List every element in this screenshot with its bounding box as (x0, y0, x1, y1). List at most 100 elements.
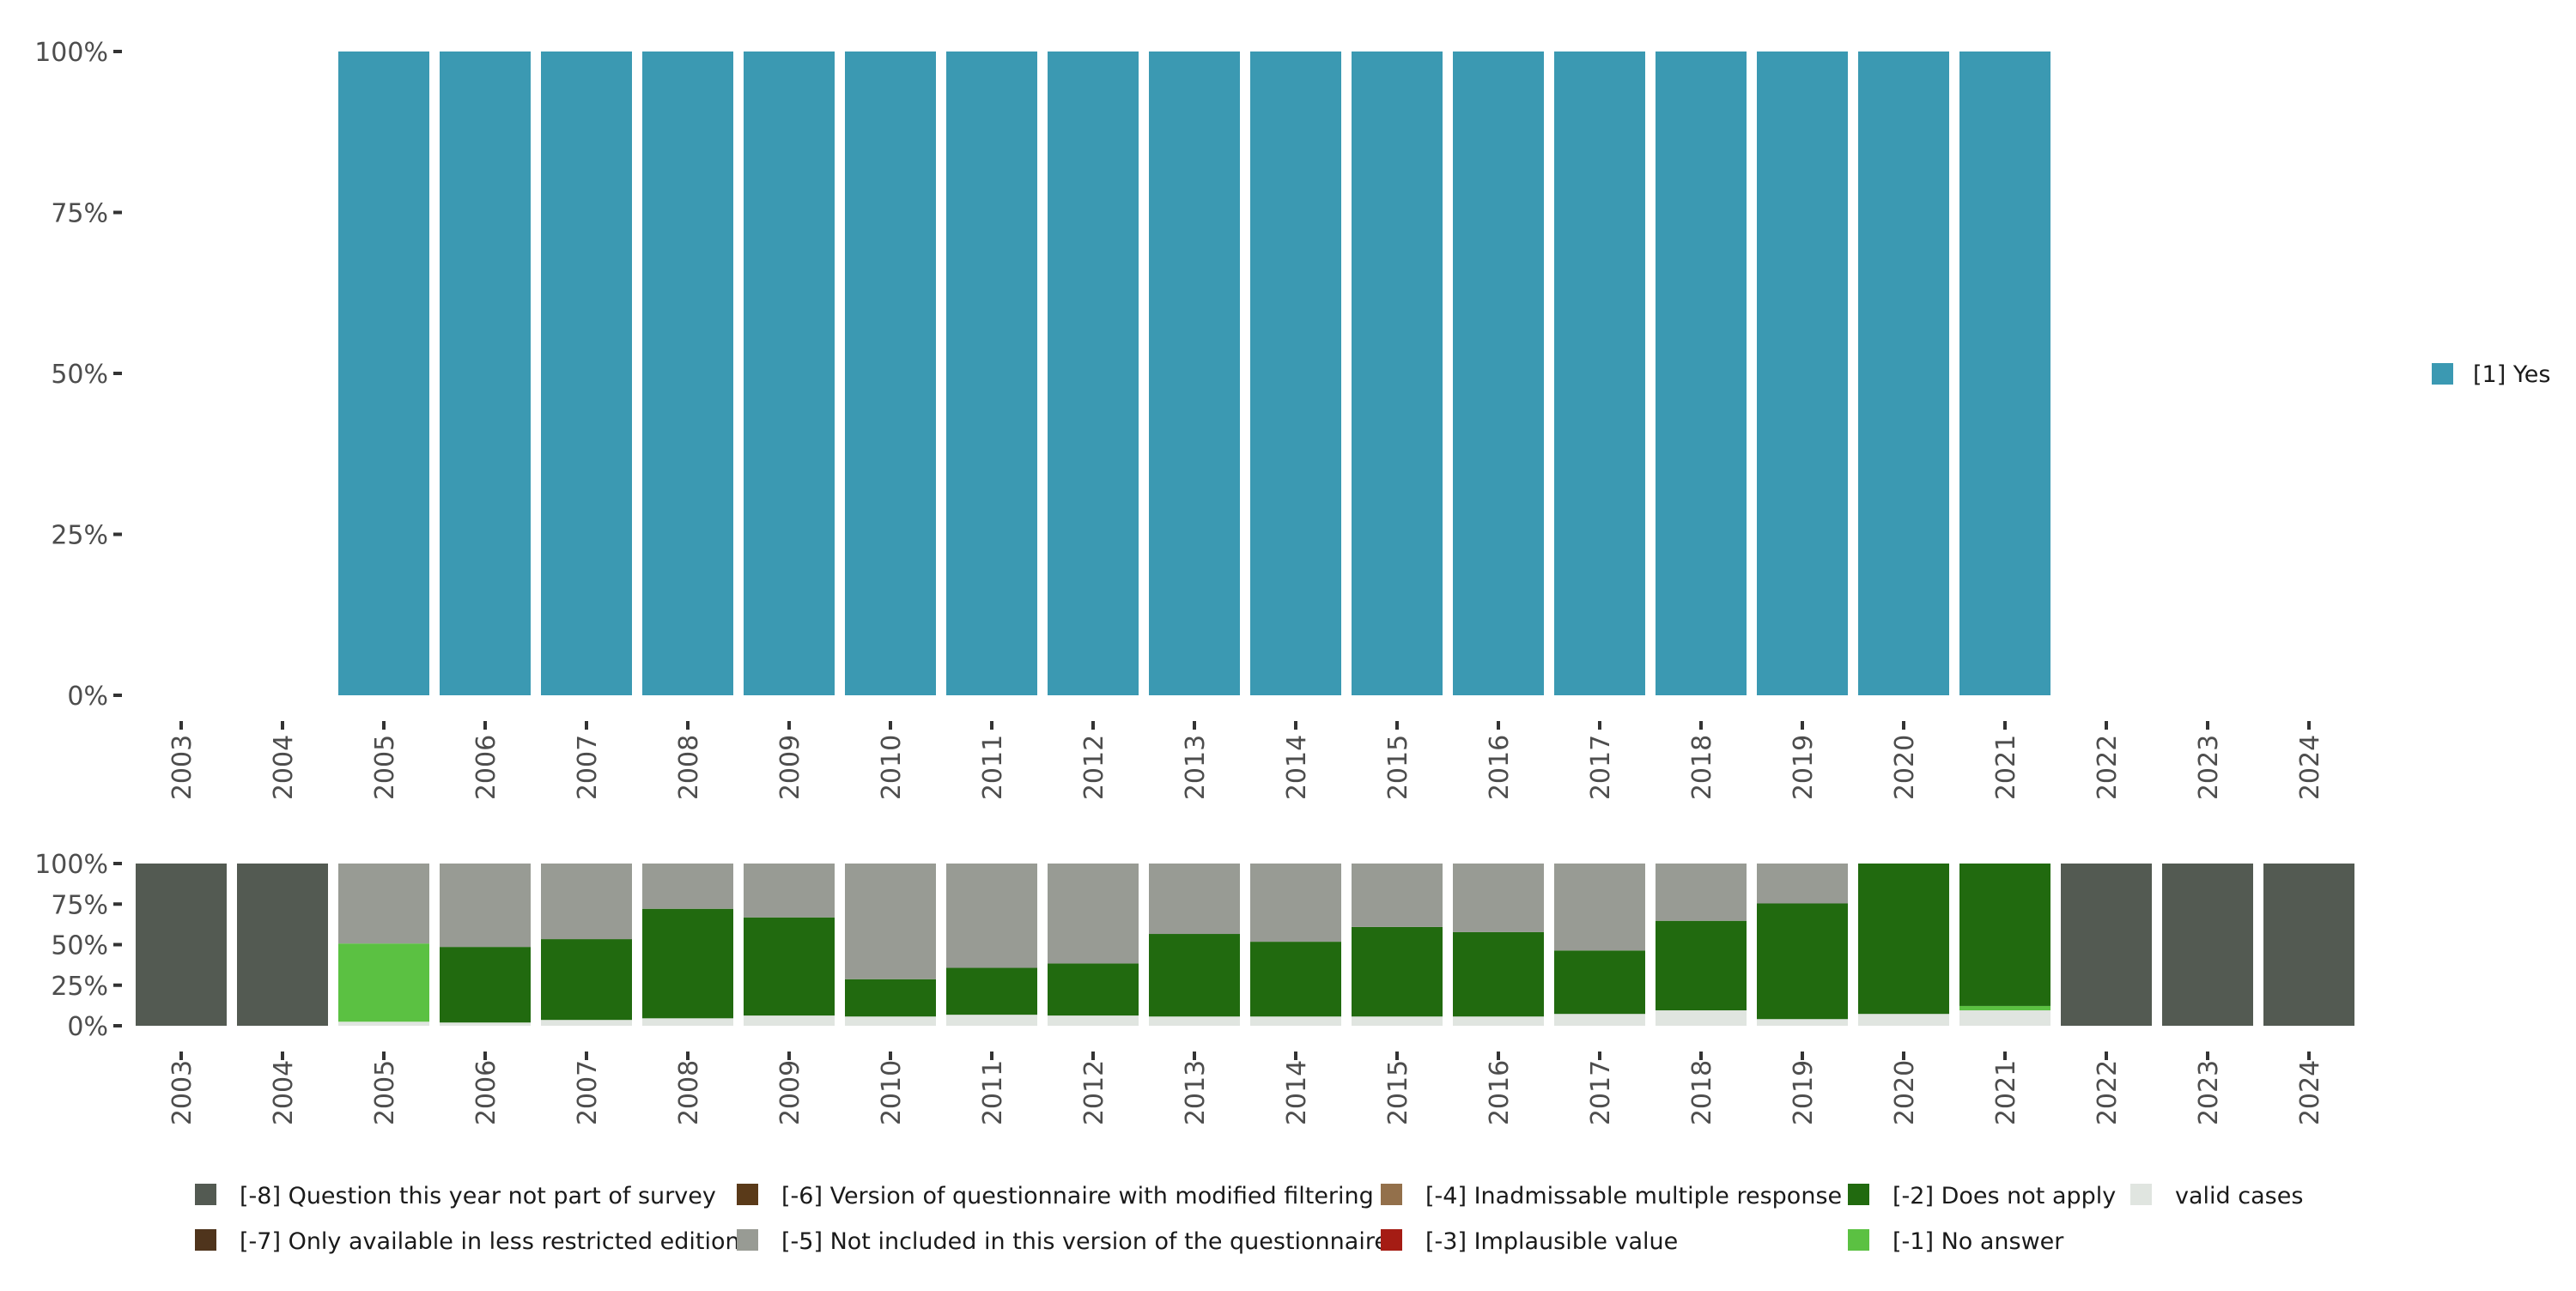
legend-swatch (1381, 1229, 1402, 1251)
y-tick-label: 0% (67, 1012, 108, 1042)
bar-segment-2014 (1250, 864, 1341, 942)
bar-segment-2019 (1757, 864, 1848, 904)
bar-segment-2017 (1554, 1014, 1645, 1026)
bar-segment-2007 (541, 1020, 632, 1026)
legend-swatch (1848, 1184, 1869, 1205)
bar-segment-2013 (1149, 52, 1240, 695)
bar-segment-2009 (744, 52, 835, 695)
bar-segment-2011 (946, 864, 1037, 968)
bar-segment-2011 (946, 52, 1037, 695)
x-tick-label: 2015 (1383, 1060, 1413, 1125)
legend-swatch-yes (2432, 363, 2453, 385)
bar-segment-2010 (845, 864, 936, 979)
bar-segment-2015 (1352, 864, 1443, 927)
bar-segment-2014 (1250, 1016, 1341, 1026)
bar-segment-2010 (845, 52, 936, 695)
bar-segment-2018 (1656, 1010, 1747, 1026)
bar-segment-2011 (946, 1015, 1037, 1026)
x-tick-label: 2007 (573, 735, 603, 800)
bar-segment-2006 (440, 947, 531, 1023)
x-tick-label: 2011 (978, 1060, 1008, 1125)
x-tick-label: 2020 (1890, 1060, 1920, 1125)
bar-segment-2019 (1757, 903, 1848, 1020)
bar-segment-2009 (744, 864, 835, 918)
x-tick-label: 2019 (1789, 735, 1819, 800)
x-tick-label: 2016 (1485, 735, 1515, 800)
legend-swatch (1381, 1184, 1402, 1205)
x-tick-label: 2008 (674, 1060, 704, 1125)
x-tick-label: 2023 (2194, 1060, 2224, 1125)
x-tick-label: 2005 (370, 1060, 400, 1125)
bar-segment-2006 (440, 52, 531, 695)
bar-segment-2021 (1959, 52, 2050, 695)
x-tick-label: 2024 (2295, 735, 2325, 800)
bar-segment-2003 (136, 864, 227, 1026)
x-tick-label: 2012 (1079, 1060, 1109, 1125)
legend-swatch (1848, 1229, 1869, 1251)
x-tick-label: 2010 (877, 735, 907, 800)
x-tick-label: 2024 (2295, 1060, 2325, 1125)
x-tick-label: 2022 (2093, 1060, 2123, 1125)
bar-segment-2005 (338, 943, 429, 1022)
bar-segment-2010 (845, 1016, 936, 1026)
x-tick-label: 2018 (1687, 735, 1717, 800)
x-tick-label: 2006 (471, 1060, 501, 1125)
bar-segment-2008 (642, 52, 733, 695)
x-tick-label: 2013 (1181, 735, 1211, 800)
y-tick-label: 25% (51, 972, 108, 1002)
x-tick-label: 2009 (775, 735, 805, 800)
bar-segment-2010 (845, 979, 936, 1017)
x-tick-label: 2005 (370, 735, 400, 800)
bar-segment-2020 (1858, 864, 1949, 1015)
bar-segment-2013 (1149, 1016, 1240, 1026)
legend-swatch (195, 1229, 216, 1251)
bar-segment-2021 (1959, 1005, 2050, 1011)
bar-segment-2015 (1352, 1016, 1443, 1026)
bar-segment-2017 (1554, 950, 1645, 1015)
bar-segment-2009 (744, 917, 835, 1016)
bar-segment-2012 (1048, 1015, 1139, 1026)
bar-segment-2018 (1656, 864, 1747, 921)
bar-segment-2016 (1453, 1016, 1544, 1026)
bar-segment-2008 (642, 864, 733, 909)
x-tick-label: 2021 (1991, 1060, 2021, 1125)
legend-label: valid cases (2175, 1183, 2303, 1209)
x-tick-label: 2011 (978, 735, 1008, 800)
x-tick-label: 2015 (1383, 735, 1413, 800)
bar-segment-2011 (946, 967, 1037, 1015)
bar-segment-2012 (1048, 52, 1139, 695)
bar-segment-2005 (338, 1021, 429, 1026)
bar-segment-2015 (1352, 52, 1443, 695)
bar-segment-2015 (1352, 926, 1443, 1017)
legend-label: [-8] Question this year not part of surv… (240, 1183, 716, 1209)
bar-segment-2021 (1959, 1010, 2050, 1026)
bar-segment-2012 (1048, 864, 1139, 964)
legend-swatch (737, 1184, 758, 1205)
legend-label: [-6] Version of questionnaire with modif… (781, 1183, 1374, 1209)
bar-segment-2019 (1757, 1019, 1848, 1026)
x-tick-label: 2008 (674, 735, 704, 800)
x-tick-label: 2009 (775, 1060, 805, 1125)
y-tick-label: 25% (51, 521, 108, 551)
x-tick-label: 2014 (1282, 735, 1312, 800)
x-tick-label: 2023 (2194, 735, 2224, 800)
legend-label: [-1] No answer (1893, 1228, 2064, 1255)
bar-segment-2023 (2162, 864, 2253, 1026)
bar-segment-2014 (1250, 52, 1341, 695)
bottom-legend: [-8] Question this year not part of surv… (195, 1183, 2303, 1255)
x-tick-label: 2018 (1687, 1060, 1717, 1125)
legend-swatch (2130, 1184, 2152, 1205)
y-tick-label: 75% (51, 890, 108, 920)
x-tick-label: 2012 (1079, 735, 1109, 800)
x-tick-label: 2022 (2093, 735, 2123, 800)
legend-label: [-2] Does not apply (1893, 1183, 2116, 1209)
bar-segment-2007 (541, 52, 632, 695)
x-tick-label: 2003 (167, 1060, 197, 1125)
x-tick-label: 2010 (877, 1060, 907, 1125)
bar-segment-2005 (338, 864, 429, 944)
bar-segment-2009 (744, 1015, 835, 1026)
bar-segment-2022 (2061, 864, 2152, 1026)
bar-segment-2021 (1959, 864, 2050, 1006)
bar-segment-2008 (642, 908, 733, 1019)
